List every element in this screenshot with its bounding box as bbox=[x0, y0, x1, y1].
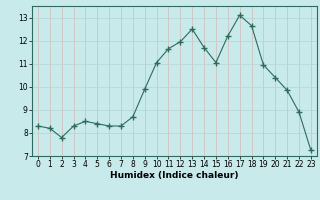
X-axis label: Humidex (Indice chaleur): Humidex (Indice chaleur) bbox=[110, 171, 239, 180]
